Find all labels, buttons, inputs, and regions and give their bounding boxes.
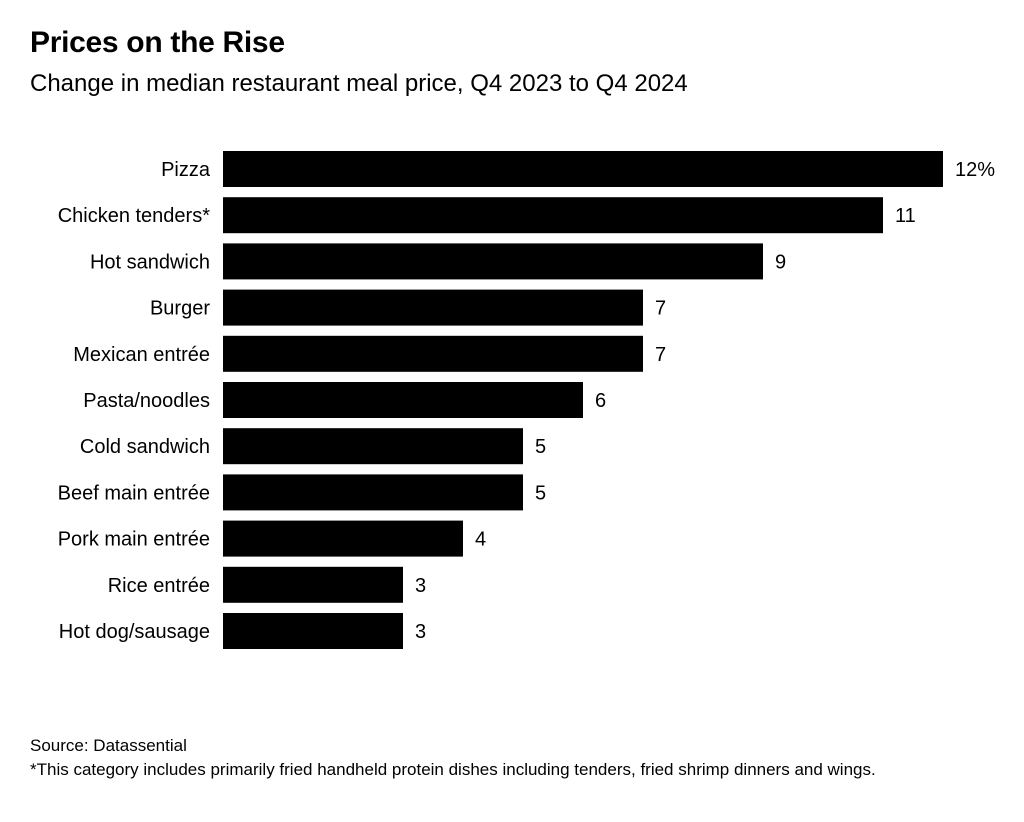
bar <box>223 428 523 465</box>
value-label: 7 <box>655 344 666 366</box>
bar <box>223 566 403 603</box>
category-label: Pork main entrée <box>58 529 210 551</box>
bar <box>223 335 643 372</box>
bar-chart: Pizza 12% Chicken tenders* 11 Hot sandwich 9 B… <box>58 151 995 649</box>
value-label: 7 <box>655 298 666 320</box>
value-label: 3 <box>415 575 426 597</box>
bar <box>223 474 523 511</box>
category-label: Pizza <box>161 159 211 181</box>
category-label: Rice entrée <box>108 575 210 597</box>
source-note: Source: Datassential <box>30 736 187 755</box>
value-label: 4 <box>475 529 486 551</box>
value-label: 9 <box>775 251 786 273</box>
bar <box>223 243 763 280</box>
category-label: Mexican entrée <box>73 344 210 366</box>
bar <box>223 520 463 557</box>
value-label: 6 <box>595 390 606 412</box>
category-label: Chicken tenders* <box>58 205 211 227</box>
chart-subtitle: Change in median restaurant meal price, … <box>30 70 688 97</box>
value-label: 5 <box>535 436 546 458</box>
bar <box>223 613 403 649</box>
chart-title: Prices on the Rise <box>30 26 285 59</box>
bar <box>223 197 883 234</box>
value-label: 3 <box>415 621 426 643</box>
category-label: Hot dog/sausage <box>59 621 210 643</box>
bar <box>223 151 943 187</box>
value-label: 5 <box>535 482 546 504</box>
value-label: 11 <box>895 205 916 227</box>
bar <box>223 382 583 418</box>
category-label: Burger <box>150 298 210 320</box>
category-label: Cold sandwich <box>80 436 210 458</box>
category-label: Pasta/noodles <box>83 390 210 412</box>
category-label: Hot sandwich <box>90 251 210 273</box>
value-label: 12% <box>955 159 995 181</box>
category-label: Beef main entrée <box>58 482 210 504</box>
bar <box>223 289 643 326</box>
footnote: *This category includes primarily fried … <box>30 760 876 779</box>
